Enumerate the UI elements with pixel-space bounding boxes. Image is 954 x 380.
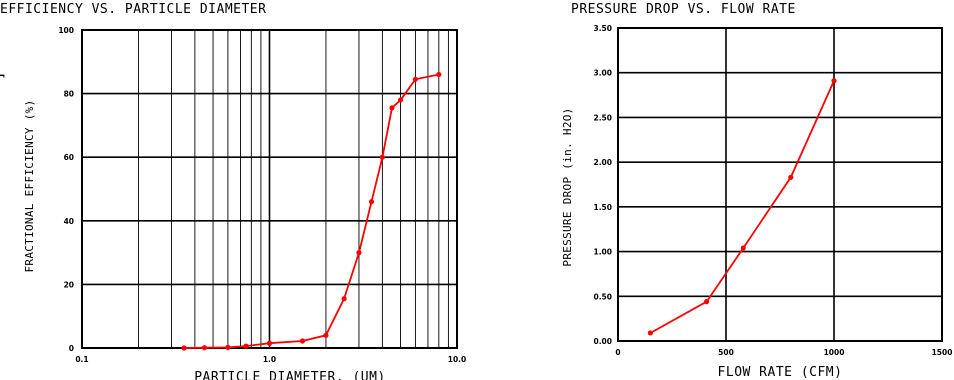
pressure-drop-data-point <box>703 299 710 305</box>
efficiency-chart-y-tick-label: 0 <box>69 344 74 353</box>
pressure-drop-chart-y-tick-label: 3.00 <box>593 69 612 78</box>
pressure-drop-chart-y-tick-label: 1.50 <box>593 203 612 212</box>
efficiency-data-point <box>356 250 362 256</box>
pressure-drop-chart: PRESSURE DROP VS. FLOW RATE PRESSURE DRO… <box>561 2 952 380</box>
pressure-drop-chart-frame <box>617 27 943 342</box>
pressure-drop-chart-y-tick-label: 1.00 <box>593 248 612 257</box>
efficiency-chart-y-tick-label: 100 <box>58 26 74 35</box>
efficiency-data-point <box>201 345 208 351</box>
efficiency-chart-ticks: 0 20 40 60 80 100 0.1 1.0 10.0 <box>58 26 466 364</box>
pressure-drop-chart-x-tick-label: 1000 <box>824 348 845 357</box>
pressure-drop-chart-y-tick-label: 2.00 <box>593 158 612 167</box>
efficiency-chart-y-tick-label: 60 <box>64 153 74 162</box>
efficiency-chart-y-tick-label: 80 <box>64 90 74 99</box>
pressure-drop-chart-x-tick-label: 1500 <box>932 348 953 357</box>
efficiency-data-point <box>368 199 375 205</box>
efficiency-chart-grid <box>81 29 458 349</box>
efficiency-data-point <box>266 340 273 346</box>
efficiency-data-point <box>436 71 442 78</box>
efficiency-chart-x-tick-label: 0.1 <box>75 355 88 364</box>
pressure-drop-chart-y-axis-label: PRESSURE DROP (in. H2O) <box>561 107 574 266</box>
efficiency-chart: EFFICIENCY VS. PARTICLE DIAMETER FRACTIO… <box>0 2 466 380</box>
pressure-drop-chart-y-tick-label: 0.50 <box>593 292 612 301</box>
pressure-drop-chart-series <box>647 78 837 336</box>
efficiency-data-point <box>389 105 395 111</box>
efficiency-chart-y-tick-label: 20 <box>64 280 74 289</box>
efficiency-data-point <box>379 154 385 160</box>
efficiency-chart-frame <box>81 29 458 349</box>
pressure-drop-chart-x-tick-label: 500 <box>718 348 734 357</box>
pressure-drop-chart-title: PRESSURE DROP VS. FLOW RATE <box>571 2 796 17</box>
pressure-drop-chart-y-tick-label: 2.50 <box>593 113 612 122</box>
efficiency-data-point <box>225 344 231 350</box>
pressure-drop-data-point <box>740 245 746 251</box>
efficiency-data-point <box>243 343 249 349</box>
pressure-drop-data-point <box>831 78 837 84</box>
efficiency-data-point <box>412 76 419 82</box>
efficiency-data-point <box>341 296 347 302</box>
pressure-drop-chart-ticks: 0.00 0.50 1.00 1.50 2.00 2.50 3.00 3.50 0 500 1000… <box>593 24 952 357</box>
efficiency-data-point <box>323 332 329 338</box>
pressure-drop-data-point <box>647 330 654 336</box>
left-edge-partial-text: r <box>0 74 7 78</box>
pressure-drop-chart-y-tick-label: 3.50 <box>593 24 612 33</box>
pressure-drop-chart-grid <box>617 27 943 342</box>
efficiency-chart-x-tick-label: 10.0 <box>448 355 467 364</box>
efficiency-chart-x-tick-label: 1.0 <box>263 355 276 364</box>
efficiency-data-point <box>299 338 306 344</box>
efficiency-chart-x-axis-label: PARTICLE DIAMETER, (UM) <box>194 370 386 380</box>
efficiency-chart-y-axis-label: FRACTIONAL EFFICIENCY (%) <box>23 99 36 272</box>
pressure-drop-chart-x-tick-label: 0 <box>615 348 620 357</box>
efficiency-data-point <box>397 97 404 103</box>
efficiency-data-point <box>181 345 187 351</box>
pressure-drop-chart-y-tick-label: 0.00 <box>593 337 612 346</box>
efficiency-chart-y-tick-label: 40 <box>64 217 74 226</box>
efficiency-chart-series <box>181 71 442 351</box>
pressure-drop-data-point <box>788 174 794 180</box>
efficiency-chart-title: EFFICIENCY VS. PARTICLE DIAMETER <box>0 2 266 17</box>
pressure-drop-chart-x-axis-label: FLOW RATE (CFM) <box>718 365 843 380</box>
